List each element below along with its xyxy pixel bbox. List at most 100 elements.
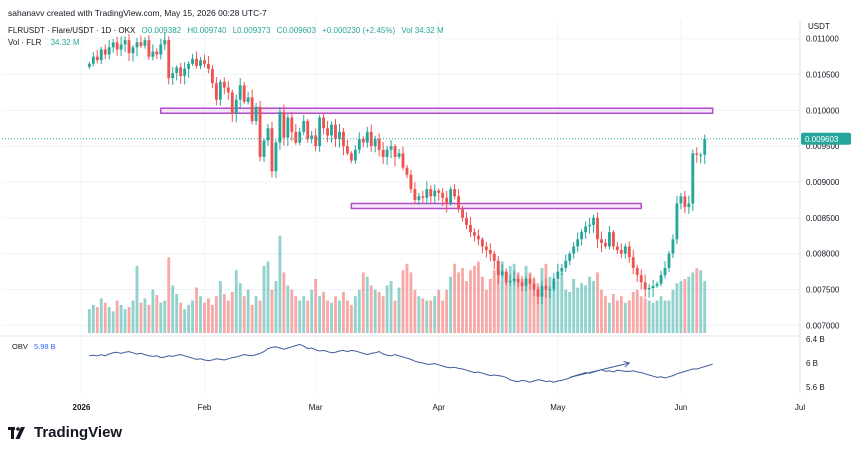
- volume-bar: [99, 298, 103, 333]
- candle: [163, 40, 167, 45]
- candle: [87, 63, 91, 67]
- volume-bar: [338, 300, 341, 333]
- candle: [457, 196, 460, 210]
- volume-bar: [397, 287, 401, 333]
- candle: [417, 196, 421, 200]
- candle: [342, 131, 345, 147]
- volume-bar: [520, 278, 524, 333]
- candle: [123, 40, 127, 45]
- candle: [548, 289, 552, 291]
- close-value: C0.009603: [276, 26, 316, 35]
- candle: [334, 124, 337, 140]
- obv-indicator-value: 5.98 B: [33, 342, 56, 351]
- candle: [286, 117, 290, 138]
- obv-tick-label: 6 B: [806, 359, 818, 368]
- volume-bar: [103, 302, 107, 333]
- volume-bar: [572, 278, 576, 333]
- volume-bar: [504, 272, 508, 333]
- volume-bar: [147, 304, 151, 333]
- candle: [377, 139, 381, 150]
- volume-bar: [171, 285, 175, 333]
- candle: [504, 271, 508, 283]
- volume-bar: [659, 296, 663, 333]
- candle: [536, 289, 540, 297]
- volume-bar: [302, 296, 306, 333]
- volume-bar: [195, 287, 198, 333]
- volume-bar: [254, 296, 258, 333]
- volume-bar: [413, 289, 417, 333]
- volume-bar: [695, 268, 699, 333]
- candle: [611, 232, 615, 247]
- candle: [246, 97, 250, 102]
- candle: [381, 149, 385, 157]
- candle: [99, 49, 103, 61]
- candle: [560, 267, 564, 272]
- volume-indicator-label[interactable]: Vol · FLR: [8, 38, 42, 47]
- candle: [203, 60, 206, 64]
- candle: [357, 139, 361, 150]
- candle: [492, 253, 496, 261]
- volume-bar: [600, 289, 603, 333]
- volume-bar: [683, 278, 687, 333]
- volume-legend: Vol · FLR 34.32 M: [8, 38, 83, 47]
- candle: [218, 81, 222, 100]
- obv-trend-arrow: [569, 362, 630, 378]
- volume-bar: [250, 304, 254, 333]
- candle: [572, 246, 576, 254]
- candle: [254, 106, 258, 122]
- volume-bar: [357, 289, 361, 333]
- volume-bar: [651, 302, 655, 333]
- candle: [290, 117, 294, 132]
- candle: [433, 190, 437, 197]
- volume-bar: [556, 281, 560, 333]
- candle: [480, 239, 484, 247]
- last-price-label: 0.009603: [805, 135, 839, 144]
- candle: [520, 282, 524, 286]
- candle: [175, 67, 179, 74]
- volume-bar: [512, 263, 516, 333]
- candle: [469, 224, 472, 233]
- volume-bar: [135, 265, 139, 333]
- candle: [461, 209, 464, 218]
- volume-bar: [139, 302, 143, 333]
- candle: [242, 85, 246, 102]
- volume-bar: [246, 289, 250, 333]
- volume-bar: [258, 300, 262, 333]
- candle: [397, 153, 401, 157]
- candle: [516, 278, 520, 283]
- candle: [250, 97, 254, 122]
- candle: [155, 51, 159, 55]
- volume-bar: [536, 283, 540, 333]
- volume-bar: [639, 296, 643, 333]
- volume-bar: [699, 270, 703, 333]
- volume-bar: [163, 300, 167, 333]
- obv-indicator-label[interactable]: OBV: [12, 342, 28, 351]
- time-tick-label: May: [550, 403, 565, 412]
- candle: [425, 189, 429, 198]
- volume-bar: [608, 302, 611, 333]
- volume-bar: [203, 302, 206, 333]
- volume-bar: [326, 300, 329, 333]
- candle: [695, 153, 699, 155]
- volume-bar: [596, 272, 599, 333]
- volume-bar: [584, 285, 588, 333]
- candle: [437, 190, 441, 193]
- candle: [445, 197, 449, 204]
- candle: [409, 174, 413, 190]
- symbol-description[interactable]: FLRUSDT · Flare/USDT · 1D · OKX: [8, 26, 136, 35]
- volume-bar: [199, 296, 202, 333]
- volume-bar: [310, 289, 314, 333]
- candle: [429, 189, 433, 197]
- volume-bar: [409, 272, 413, 333]
- candle: [385, 149, 389, 157]
- volume-bar: [278, 235, 282, 333]
- candle: [699, 154, 703, 156]
- high-value: H0.009740: [187, 26, 227, 35]
- volume-bar: [461, 268, 464, 333]
- candle: [600, 239, 603, 243]
- candle: [476, 235, 480, 240]
- volume-bar: [393, 300, 397, 333]
- open-value: O0.009382: [141, 26, 182, 35]
- volume-bar: [262, 265, 266, 333]
